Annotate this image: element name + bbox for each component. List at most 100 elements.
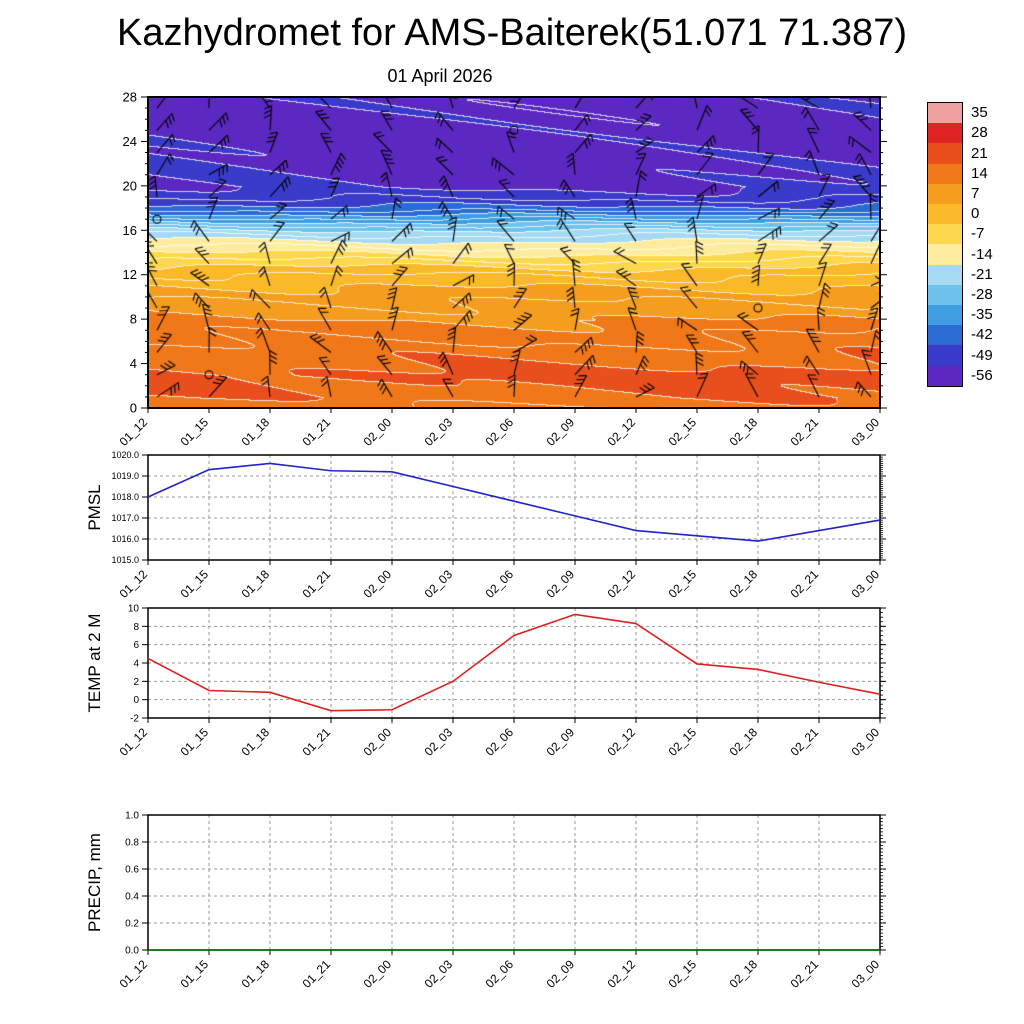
y-tick-label: 1019.0 (111, 471, 139, 481)
y-tick-label: 0.6 (125, 865, 139, 876)
x-tick-label: 02_06 (483, 725, 517, 759)
y-tick-label: 4 (130, 356, 137, 371)
panel-frame (147, 814, 881, 951)
x-tick-label: 02_09 (544, 725, 578, 759)
colorbar-label: 28 (971, 124, 988, 142)
colorbar-label: -21 (971, 265, 993, 283)
x-tick-label: 02_21 (788, 725, 822, 759)
temperature-colorbar: 35 28 21 14 7 0 -7 -14 -21 -28 -35 -42 -49 -56 (927, 102, 1018, 403)
colorbar-swatch (928, 123, 962, 144)
y-tick-label: 8 (130, 312, 137, 327)
x-tick-label: 02_12 (605, 415, 639, 449)
x-tick-label: 02_21 (788, 567, 822, 601)
x-tick-label: 02_06 (483, 567, 517, 601)
colorbar-boxes (927, 102, 963, 387)
x-tick-label: 02_21 (788, 415, 822, 449)
colorbar-swatch (928, 143, 962, 164)
x-tick-label: 02_09 (544, 957, 578, 991)
panel-frame (147, 454, 881, 561)
x-axis: 01_12 01_15 01_18 01_21 02_00 02_03 02_06 02_09… (117, 950, 883, 991)
y-tick-label: 10 (128, 604, 140, 615)
y-tick-label: 0.8 (125, 838, 139, 849)
x-tick-label: 02_03 (422, 415, 456, 449)
x-tick-label: 01_12 (117, 567, 151, 601)
x-tick-label: 02_00 (361, 567, 395, 601)
x-tick-label: 02_15 (666, 957, 700, 991)
colorbar-label: 7 (971, 184, 980, 202)
y-axis: -2 0 2 4 6 8 10 (128, 604, 886, 725)
x-tick-label: 01_18 (239, 957, 273, 991)
x-tick-label: 01_21 (300, 725, 334, 759)
y-tick-label: 1016.0 (111, 534, 139, 544)
colorbar-label: 14 (971, 164, 988, 182)
x-tick-label: 02_18 (727, 725, 761, 759)
colorbar-swatch (928, 244, 962, 265)
y-axis: 0.0 0.2 0.4 0.6 0.8 1.0 (125, 811, 886, 957)
x-tick-label: 02_18 (727, 567, 761, 601)
y-axis: 1015.0 1016.0 1017.0 1018.0 1019.0 1020.0 (111, 450, 886, 565)
x-tick-label: 03_00 (849, 725, 883, 759)
x-tick-label: 01_21 (300, 567, 334, 601)
y-tick-label: 24 (123, 134, 137, 149)
colorbar-label: 0 (971, 205, 980, 223)
colorbar-label: 21 (971, 144, 988, 162)
x-tick-label: 02_09 (544, 415, 578, 449)
precip-axis-title: PRECIP, mm (85, 833, 104, 932)
x-tick-label: 01_21 (300, 957, 334, 991)
colorbar-label: -14 (971, 245, 993, 263)
x-tick-label: 02_12 (605, 957, 639, 991)
y-tick-label: 0.2 (125, 919, 139, 930)
x-tick-label: 02_03 (422, 725, 456, 759)
y-tick-label: 0 (130, 401, 137, 416)
pmsl-line (147, 462, 881, 542)
y-tick-label: 2 (133, 677, 139, 688)
x-tick-label: 02_12 (605, 725, 639, 759)
x-tick-label: 02_09 (544, 567, 578, 601)
x-tick-label: 01_18 (239, 725, 273, 759)
temp-at-2m-line (147, 613, 881, 712)
x-tick-label: 01_12 (117, 415, 151, 449)
x-tick-label: 03_00 (849, 567, 883, 601)
colorbar-label: -35 (971, 306, 993, 324)
x-tick-label: 02_15 (666, 567, 700, 601)
x-tick-label: 01_12 (117, 957, 151, 991)
x-tick-label: 01_15 (178, 567, 212, 601)
pmsl-axis-title: PMSL (85, 484, 104, 530)
y-tick-label: -2 (130, 714, 139, 725)
page-title: Kazhydromet for AMS-Baiterek(51.071 71.3… (117, 12, 907, 54)
x-tick-label: 02_15 (666, 725, 700, 759)
gridlines (148, 815, 880, 950)
x-tick-label: 03_00 (849, 957, 883, 991)
colorbar-swatch (928, 183, 962, 204)
y-tick-label: 1020.0 (111, 450, 139, 460)
x-tick-label: 02_18 (727, 957, 761, 991)
x-tick-label: 02_15 (666, 415, 700, 449)
y-tick-label: 28 (123, 90, 137, 105)
gridlines (148, 455, 880, 560)
panel-frame (147, 607, 881, 719)
x-tick-label: 02_00 (361, 415, 395, 449)
colorbar-swatch (928, 325, 962, 346)
date-subtitle: 01 April 2026 (387, 66, 493, 86)
x-tick-label: 01_12 (117, 725, 151, 759)
y-tick-label: 4 (133, 659, 139, 670)
colorbar-label: -28 (971, 285, 993, 303)
x-tick-label: 01_18 (239, 567, 273, 601)
colorbar-swatch (928, 365, 962, 386)
y-tick-label: 0 (133, 695, 139, 706)
y-tick-label: 12 (123, 267, 137, 282)
x-tick-label: 02_21 (788, 957, 822, 991)
x-tick-label: 02_03 (422, 567, 456, 601)
temp-at-2m-axis-title: TEMP at 2 M (85, 614, 104, 713)
x-tick-label: 02_06 (483, 415, 517, 449)
y-tick-label: 16 (123, 223, 137, 238)
x-axis: 01_12 01_15 01_18 01_21 02_00 02_03 02_06 02_09… (117, 718, 883, 759)
colorbar-swatch (928, 204, 962, 225)
x-tick-label: 02_00 (361, 957, 395, 991)
x-tick-label: 03_00 (849, 415, 883, 449)
x-tick-label: 02_18 (727, 415, 761, 449)
x-tick-label: 01_15 (178, 957, 212, 991)
colorbar-label: -56 (971, 366, 993, 384)
x-tick-label: 01_15 (178, 725, 212, 759)
